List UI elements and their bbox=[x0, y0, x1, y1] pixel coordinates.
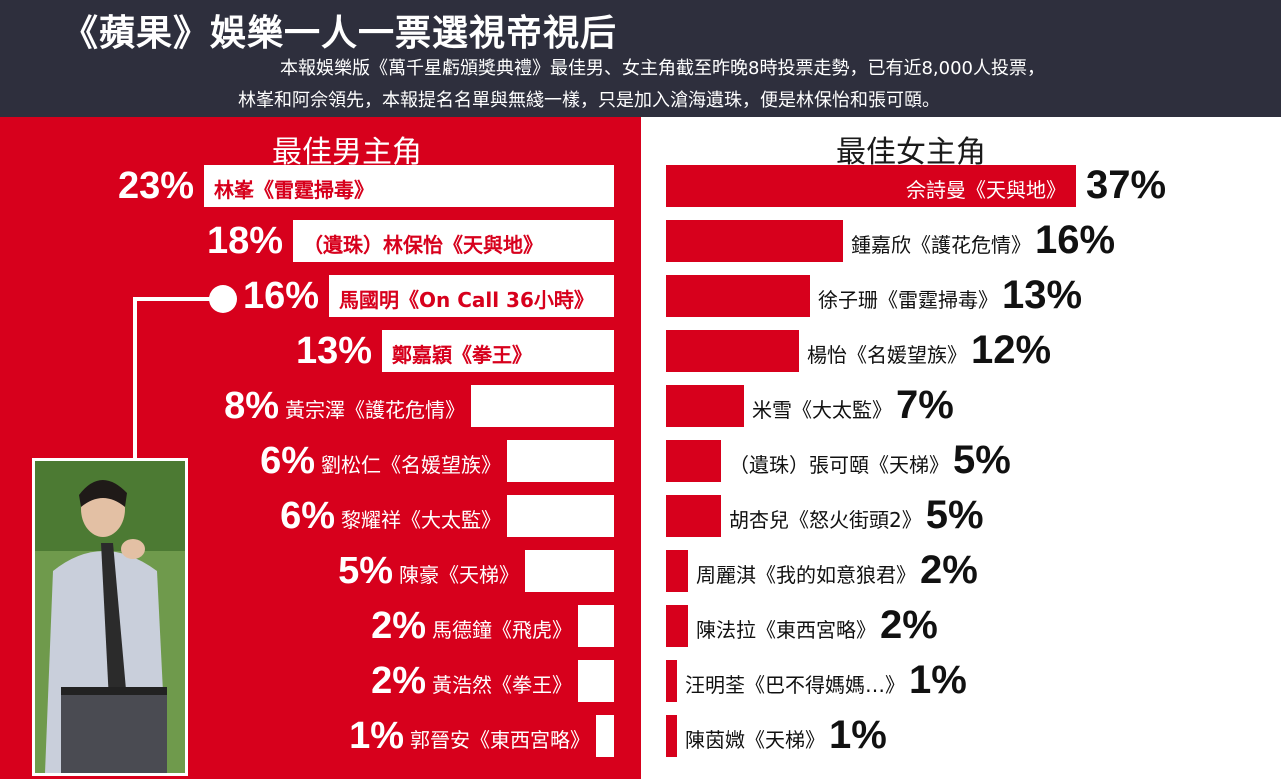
female-bar bbox=[666, 715, 677, 757]
female-bar bbox=[666, 385, 744, 427]
female-candidate-name: 周麗淇《我的如意狼君》 bbox=[696, 563, 916, 587]
connector-line bbox=[133, 297, 137, 459]
female-percentage-label: 5% bbox=[953, 438, 1011, 482]
male-candidate-name: 陳豪《天梯》 bbox=[399, 563, 519, 587]
female-candidate-name: （遺珠）張可頤《天梯》 bbox=[729, 453, 949, 477]
female-bar bbox=[666, 550, 688, 592]
male-candidate-name: （遺珠）林保怡《天與地》 bbox=[303, 233, 543, 257]
female-percentage-label: 1% bbox=[829, 713, 887, 757]
actor-photo-illustration bbox=[35, 461, 185, 773]
female-candidate-name: 米雪《大太監》 bbox=[752, 398, 892, 422]
female-bar bbox=[666, 440, 721, 482]
male-bar bbox=[578, 660, 614, 702]
male-candidate-name: 馬國明《On Call 36小時》 bbox=[339, 288, 594, 312]
male-bar bbox=[525, 550, 614, 592]
male-percentage-label: 18% bbox=[206, 220, 283, 262]
male-bar bbox=[578, 605, 614, 647]
male-bar bbox=[507, 495, 614, 537]
female-percentage-label: 12% bbox=[971, 328, 1052, 372]
connector-dot bbox=[209, 285, 237, 313]
female-percentage-label: 5% bbox=[925, 493, 984, 537]
male-percentage-label: 16% bbox=[242, 275, 319, 317]
male-bar bbox=[204, 165, 614, 207]
female-bar bbox=[666, 495, 721, 537]
female-percentage-label: 16% bbox=[1035, 218, 1116, 262]
female-bar bbox=[666, 330, 799, 372]
female-percentage-label: 1% bbox=[909, 658, 967, 702]
male-percentage-label: 23% bbox=[117, 165, 194, 207]
male-bar bbox=[382, 330, 614, 372]
male-candidate-name: 林峯《雷霆掃毒》 bbox=[214, 178, 374, 202]
best-actor-heading: 最佳男主角 bbox=[272, 135, 422, 170]
female-bar bbox=[666, 605, 688, 647]
subtitle-box: 本報娛樂版《萬千星虧頒獎典禮》最佳男、女主角截至昨晚8時投票走勢，已有近8,00… bbox=[0, 50, 1281, 117]
female-candidate-name: 胡杏兒《怒火街頭2》 bbox=[729, 508, 922, 532]
male-percentage-label: 6% bbox=[280, 495, 335, 537]
subtitle-line-1: 本報娛樂版《萬千星虧頒獎典禮》最佳男、女主角截至昨晚8時投票走勢，已有近8,00… bbox=[280, 58, 1045, 79]
female-bar bbox=[666, 660, 677, 702]
male-bar bbox=[293, 220, 614, 262]
male-candidate-name: 劉松仁《名媛望族》 bbox=[321, 453, 501, 477]
male-percentage-label: 5% bbox=[338, 550, 393, 592]
male-percentage-label: 1% bbox=[349, 715, 404, 757]
male-candidate-name: 鄭嘉穎《拳王》 bbox=[392, 343, 532, 367]
male-bar bbox=[596, 715, 614, 757]
male-percentage-label: 2% bbox=[371, 605, 426, 647]
male-percentage-label: 6% bbox=[260, 440, 315, 482]
male-percentage-label: 13% bbox=[295, 330, 372, 372]
female-candidate-name: 徐子珊《雷霆掃毒》 bbox=[818, 288, 998, 312]
female-candidate-name: 陳茵媺《天梯》 bbox=[685, 728, 825, 752]
female-percentage-label: 2% bbox=[920, 548, 978, 592]
connector-line bbox=[133, 297, 225, 301]
male-bar bbox=[471, 385, 614, 427]
male-candidate-name: 郭晉安《東西宮略》 bbox=[410, 728, 590, 752]
male-percentage-label: 8% bbox=[224, 385, 279, 427]
male-bar bbox=[329, 275, 614, 317]
male-candidate-name: 黃浩然《拳王》 bbox=[432, 673, 572, 697]
male-percentage-label: 2% bbox=[371, 660, 426, 702]
female-candidate-name: 汪明荃《巴不得媽媽…》 bbox=[685, 673, 905, 697]
male-bar bbox=[507, 440, 614, 482]
female-bar bbox=[666, 220, 843, 262]
female-percentage-label: 2% bbox=[880, 603, 938, 647]
female-percentage-label: 7% bbox=[896, 383, 954, 427]
female-candidate-name: 陳法拉《東西宮略》 bbox=[696, 618, 876, 642]
female-bar bbox=[666, 165, 1076, 207]
female-candidate-name: 佘詩曼《天與地》 bbox=[906, 178, 1066, 202]
actor-photo bbox=[32, 458, 188, 776]
male-candidate-name: 馬德鐘《飛虎》 bbox=[432, 618, 572, 642]
header-banner: 《蘋果》娛樂一人一票選視帝視后 本報娛樂版《萬千星虧頒獎典禮》最佳男、女主角截至… bbox=[0, 0, 1281, 117]
male-candidate-name: 黎耀祥《大太監》 bbox=[341, 508, 501, 532]
male-candidate-name: 黃宗澤《護花危情》 bbox=[285, 398, 465, 422]
female-percentage-label: 37% bbox=[1086, 163, 1167, 207]
female-bar bbox=[666, 275, 810, 317]
subtitle-line-2: 林峯和阿佘領先，本報提名名單與無綫一樣，只是加入滄海遺珠，便是林保怡和張可頤。 bbox=[238, 90, 940, 111]
female-percentage-label: 13% bbox=[1002, 273, 1083, 317]
best-actress-heading: 最佳女主角 bbox=[836, 135, 986, 170]
female-candidate-name: 楊怡《名媛望族》 bbox=[807, 343, 967, 367]
page-title: 《蘋果》娛樂一人一票選視帝視后 bbox=[62, 13, 618, 54]
female-candidate-name: 鍾嘉欣《護花危情》 bbox=[851, 233, 1031, 257]
